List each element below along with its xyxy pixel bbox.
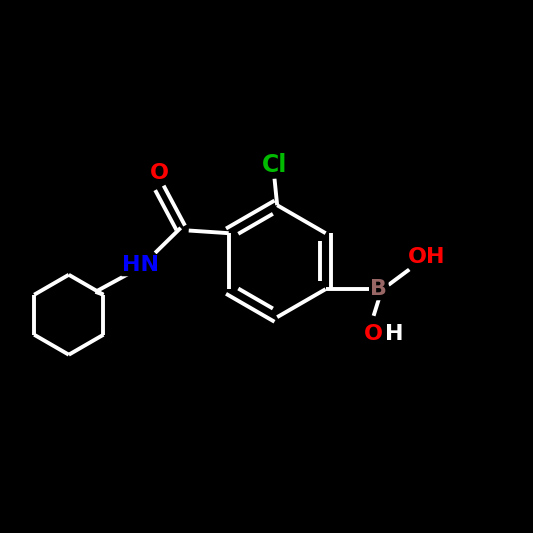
Text: B: B — [370, 279, 387, 299]
Text: O: O — [364, 325, 383, 344]
Text: H: H — [385, 325, 403, 344]
Text: O: O — [150, 163, 169, 183]
Text: OH: OH — [408, 247, 446, 267]
Text: HN: HN — [122, 255, 159, 275]
Text: Cl: Cl — [262, 153, 287, 177]
